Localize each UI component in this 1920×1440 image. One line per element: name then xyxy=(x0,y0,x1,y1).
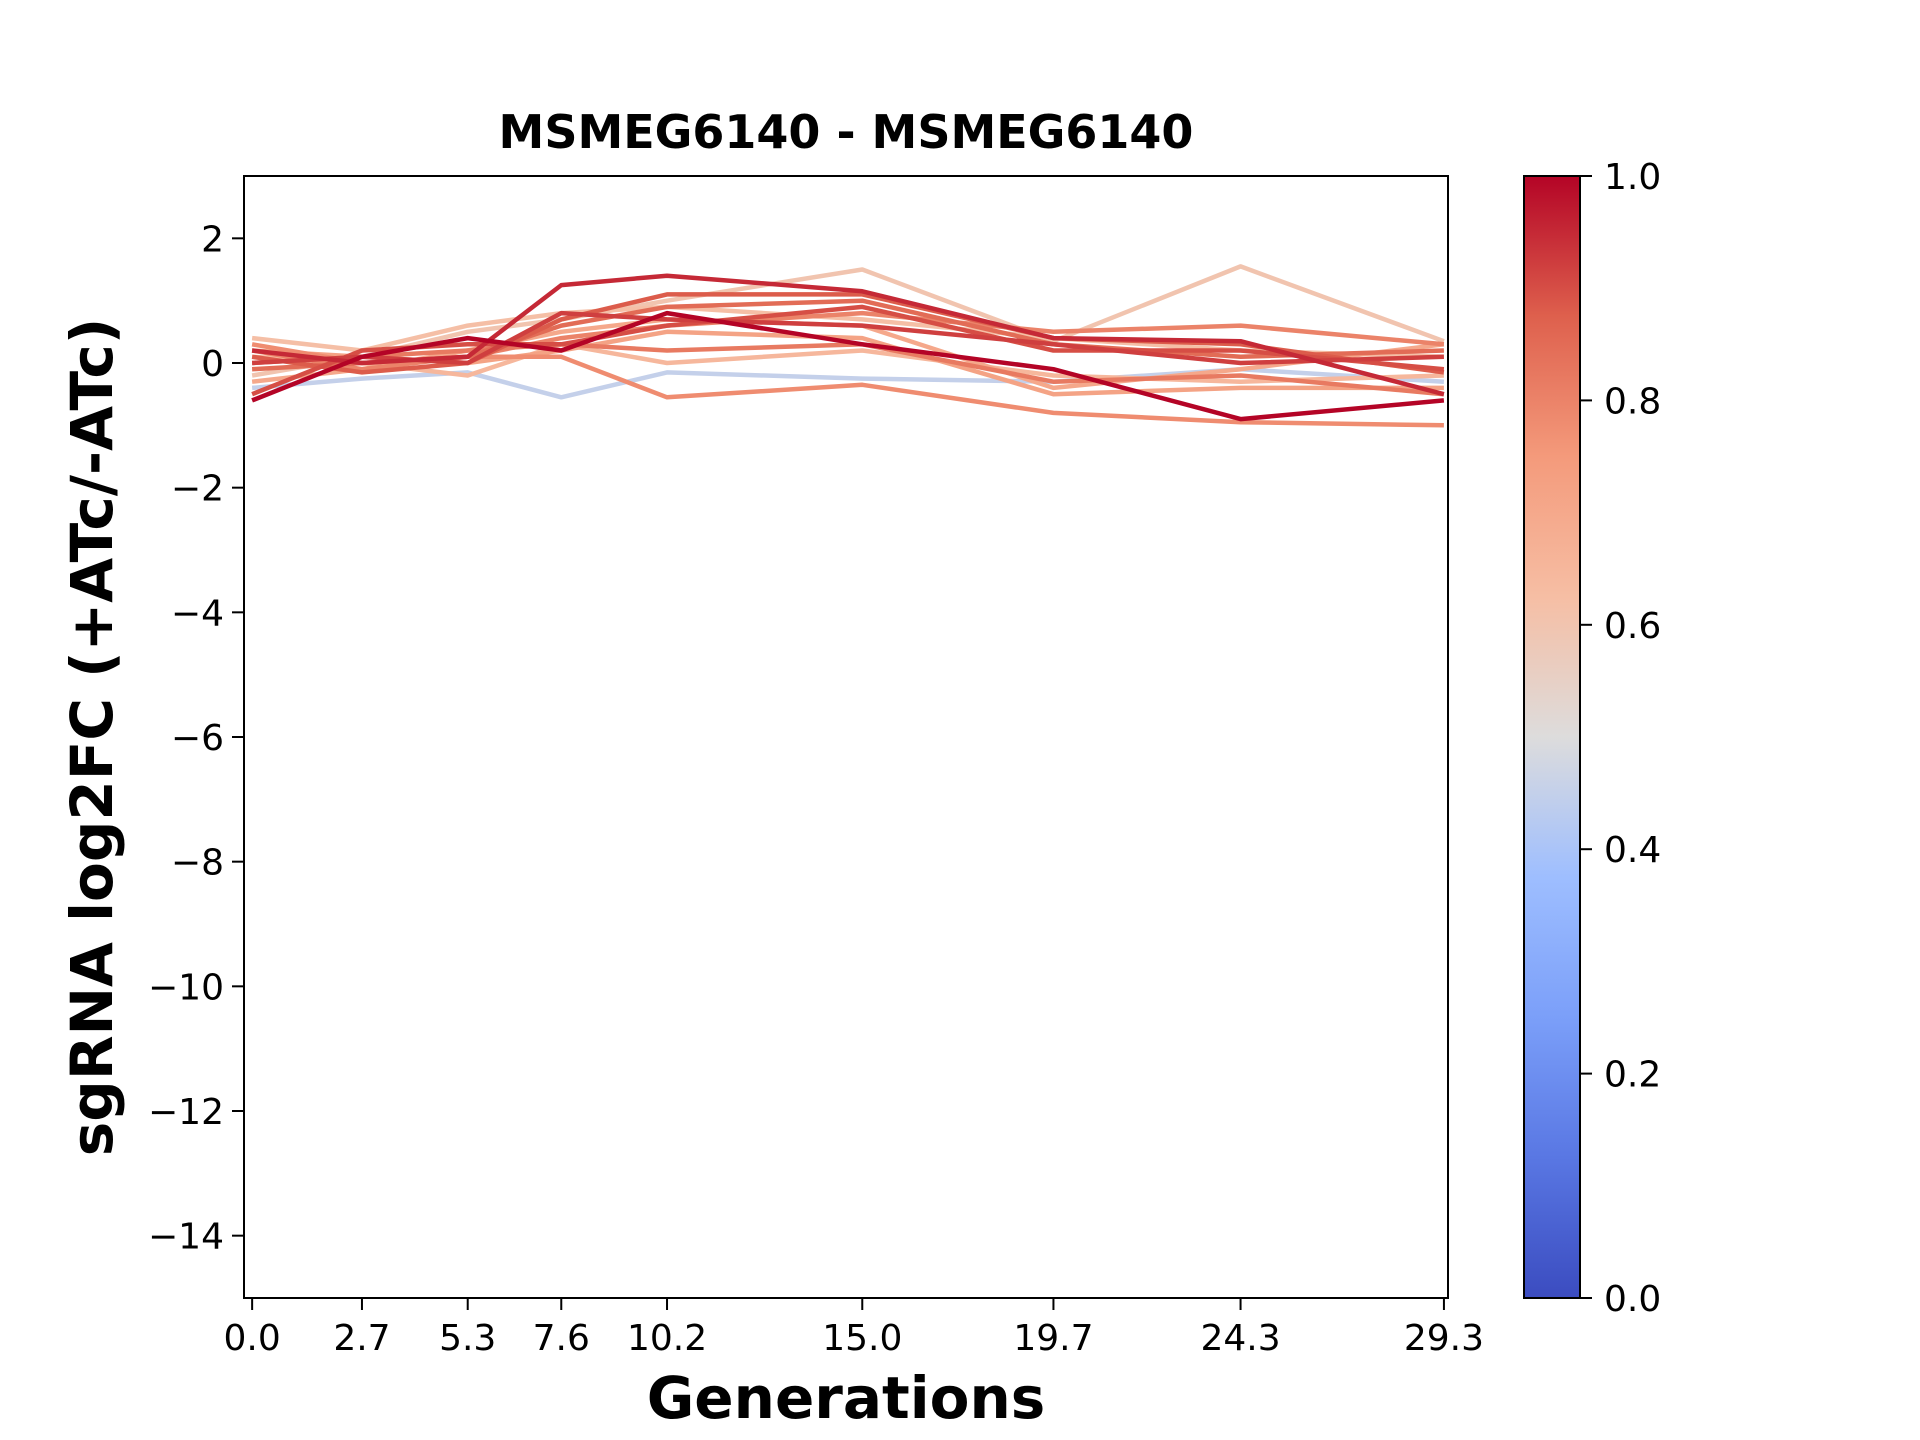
y-axis: 2 0 −2 −4 −6 −8 −10 −12 −14 xyxy=(148,219,244,1258)
x-tick-label: 29.3 xyxy=(1404,1318,1484,1359)
chart-title: MSMEG6140 - MSMEG6140 xyxy=(499,105,1194,159)
colorbar-tick-label: 1.0 xyxy=(1604,157,1661,198)
y-tick-label: −14 xyxy=(148,1217,224,1258)
y-tick-label: −12 xyxy=(148,1092,224,1133)
x-tick-label: 2.7 xyxy=(333,1318,390,1359)
series-line xyxy=(251,366,1445,400)
y-tick-label: −4 xyxy=(171,593,224,634)
x-axis-title: Generations xyxy=(647,1364,1046,1432)
series-lines xyxy=(251,264,1445,428)
x-tick-label: 7.6 xyxy=(533,1318,590,1359)
x-tick-label: 15.0 xyxy=(822,1318,902,1359)
colorbar-tick-label: 0.0 xyxy=(1604,1279,1661,1320)
colorbar xyxy=(1523,175,1581,1299)
x-tick-label: 19.7 xyxy=(1013,1318,1093,1359)
x-tick-label: 5.3 xyxy=(439,1318,496,1359)
y-tick-label: 0 xyxy=(201,344,224,385)
series-line xyxy=(251,342,1445,397)
y-tick-label: 2 xyxy=(201,219,224,260)
series-line xyxy=(251,273,1445,397)
colorbar-tick-label: 0.4 xyxy=(1604,830,1661,871)
colorbar-tick-label: 0.6 xyxy=(1604,606,1661,647)
x-tick-label: 24.3 xyxy=(1200,1318,1280,1359)
colorbar-tick-label: 0.8 xyxy=(1604,381,1661,422)
x-tick-label: 10.2 xyxy=(627,1318,707,1359)
y-axis-title: sgRNA log2FC (+ATc/-ATc) xyxy=(58,318,126,1156)
colorbar-tick-label: 0.2 xyxy=(1604,1055,1661,1096)
colorbar-axis: 1.0 0.8 0.6 0.4 0.2 0.0 xyxy=(1580,157,1661,1320)
y-tick-label: −10 xyxy=(148,967,224,1008)
y-tick-label: −8 xyxy=(171,843,224,884)
x-tick-label: 0.0 xyxy=(224,1318,281,1359)
y-tick-label: −2 xyxy=(171,469,224,510)
x-axis: 0.0 2.7 5.3 7.6 10.2 15.0 19.7 24.3 29.3 xyxy=(224,1298,1484,1359)
y-tick-label: −6 xyxy=(171,718,224,759)
series-line xyxy=(251,310,1445,422)
